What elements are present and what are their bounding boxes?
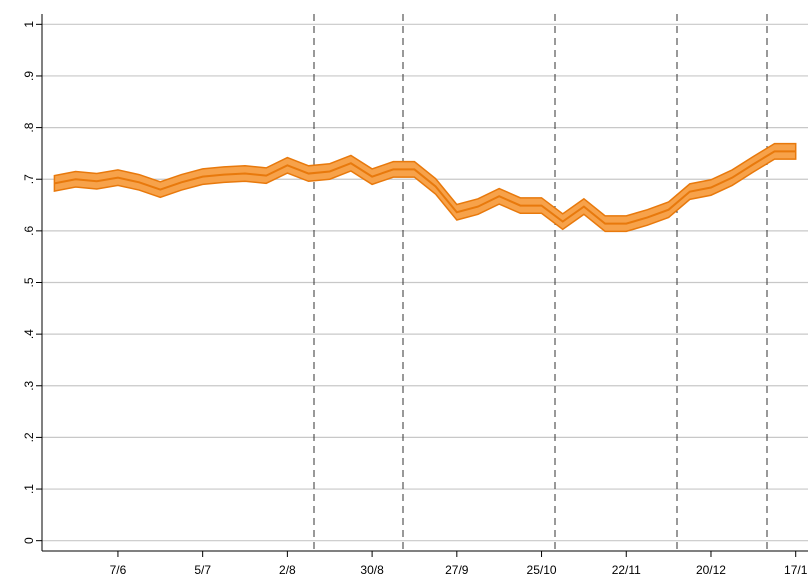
y-tick-label: 1 bbox=[22, 21, 36, 28]
y-tick-label: .6 bbox=[22, 226, 36, 236]
x-tick-label: 2/8 bbox=[279, 563, 296, 577]
x-tick-label: 22/11 bbox=[612, 563, 641, 577]
x-tick-label: 27/9 bbox=[445, 563, 469, 577]
y-tick-label: .2 bbox=[22, 432, 36, 442]
event-lines bbox=[313, 14, 768, 551]
x-tick-label: 25/10 bbox=[527, 563, 557, 577]
x-tick-label: 30/8 bbox=[360, 563, 384, 577]
y-tick-label: .4 bbox=[22, 329, 36, 339]
x-tick-label: 5/7 bbox=[194, 563, 211, 577]
estimate-line bbox=[54, 150, 796, 225]
x-tick-label: 17/1 bbox=[784, 563, 808, 577]
y-tick-label: .1 bbox=[22, 484, 36, 494]
y-tick-label: .7 bbox=[22, 174, 36, 184]
x-tick-label: 7/6 bbox=[110, 563, 127, 577]
confidence-band bbox=[53, 142, 797, 233]
y-tick-label: 0 bbox=[22, 537, 36, 544]
y-tick-label: .3 bbox=[22, 380, 36, 390]
y-tick-label: .8 bbox=[22, 122, 36, 132]
y-tick-label: .9 bbox=[22, 71, 36, 81]
x-tick-label: 20/12 bbox=[696, 563, 726, 577]
y-tick-label: .5 bbox=[22, 277, 36, 287]
